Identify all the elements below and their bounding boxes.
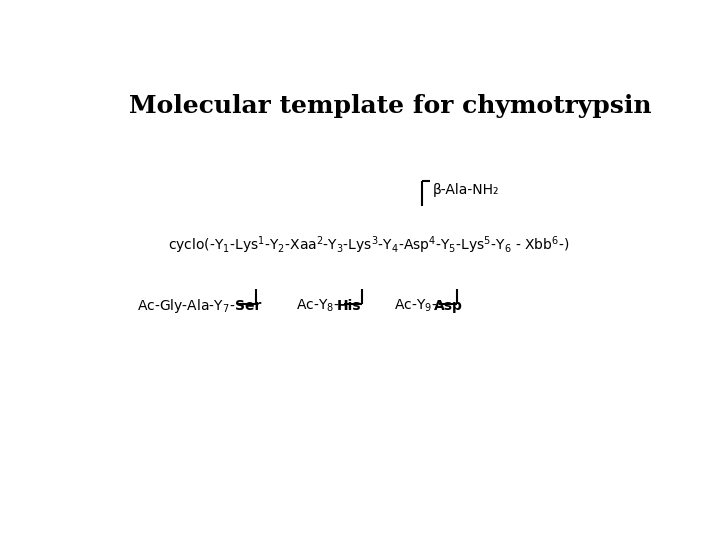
Text: Asp: Asp xyxy=(434,299,463,313)
Text: Ac-Gly-Ala-Y$_7$-: Ac-Gly-Ala-Y$_7$- xyxy=(138,297,235,315)
Text: β-Ala-NH₂: β-Ala-NH₂ xyxy=(433,183,500,197)
Text: His: His xyxy=(337,299,361,313)
Text: cyclo(-Y$_1$-Lys$^1$-Y$_2$-Xaa$^2$-Y$_3$-Lys$^3$-Y$_4$-Asp$^4$-Y$_5$-Lys$^5$-Y$_: cyclo(-Y$_1$-Lys$^1$-Y$_2$-Xaa$^2$-Y$_3$… xyxy=(168,235,570,256)
Text: Ac-Y$_8$-: Ac-Y$_8$- xyxy=(297,298,340,314)
Text: Ac-Y$_9$-: Ac-Y$_9$- xyxy=(394,298,438,314)
Text: Ser: Ser xyxy=(235,299,261,313)
Text: Molecular template for chymotrypsin: Molecular template for chymotrypsin xyxy=(129,94,652,118)
